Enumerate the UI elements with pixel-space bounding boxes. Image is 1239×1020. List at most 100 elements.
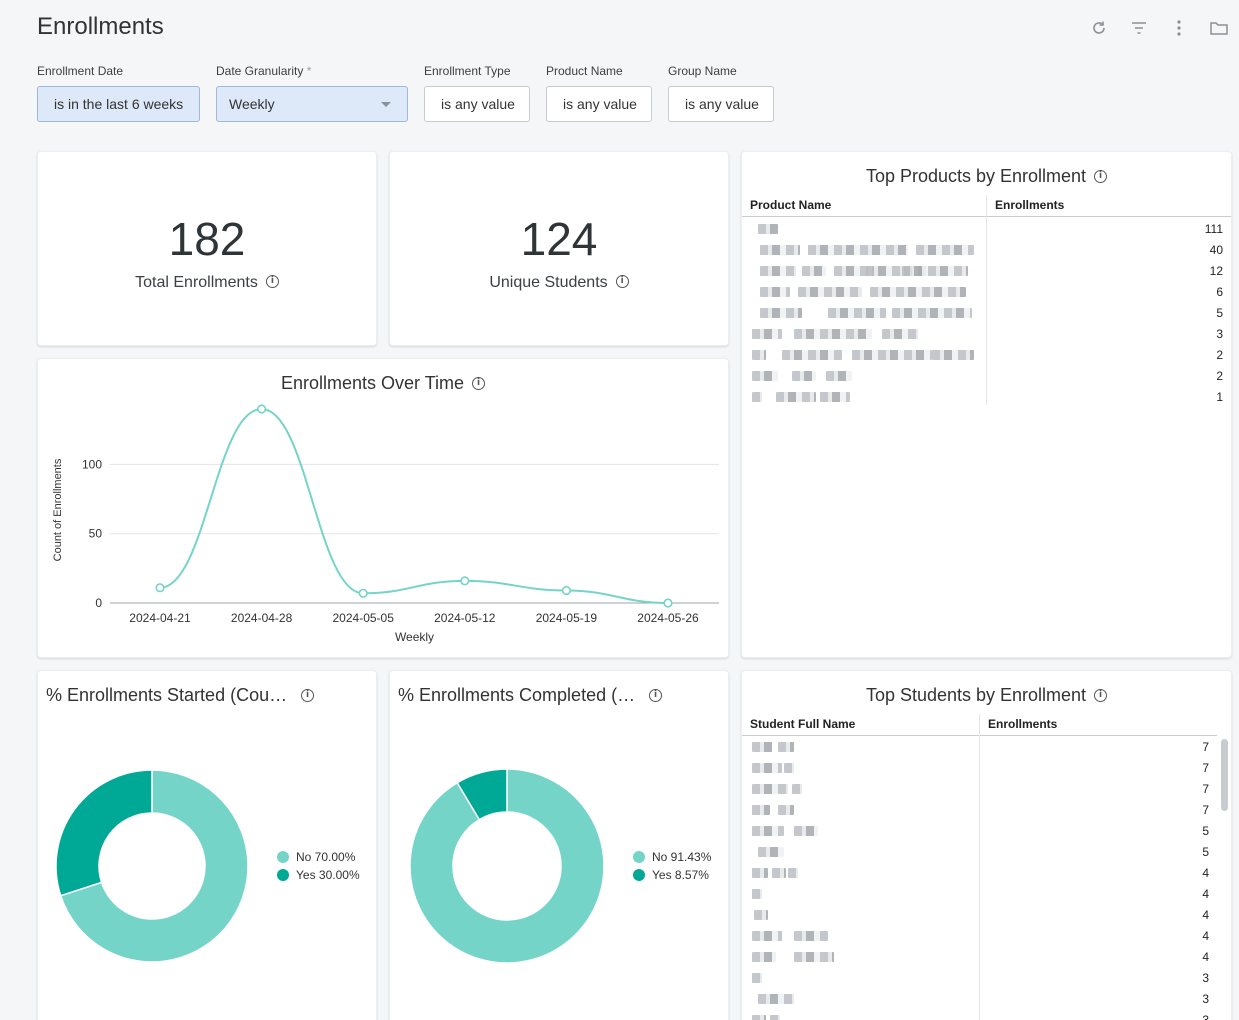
chart-title: % Enrollments Completed (… (398, 685, 636, 705)
legend-item[interactable]: No 70.00% (277, 848, 360, 866)
legend-swatch (277, 851, 289, 863)
filter-enrollment-date-input[interactable]: is in the last 6 weeks (37, 86, 200, 122)
kpi-value: 182 (168, 213, 246, 265)
top-products-tile: Top Products by Enrollment i Product Name… (741, 151, 1232, 658)
column-divider (986, 195, 987, 405)
info-icon[interactable]: i (301, 688, 315, 702)
series-line (159, 407, 669, 604)
redacted-name (794, 952, 834, 962)
filter-group-name-input[interactable]: is any value (668, 86, 774, 122)
filter-enrollment-date: Enrollment Date is in the last 6 weeks (37, 64, 200, 122)
redacted-name (808, 245, 908, 255)
kpi-label: Unique Students i (390, 274, 728, 292)
filter-icon[interactable] (1119, 17, 1159, 39)
folder-icon[interactable] (1199, 17, 1239, 39)
filter-bar: Enrollment Date is in the last 6 weeks D… (37, 64, 790, 122)
info-icon[interactable]: i (1094, 688, 1108, 702)
enrollment-count: 4 (1202, 950, 1209, 964)
column-divider (979, 714, 980, 1020)
table-row[interactable]: 4 (742, 884, 1231, 905)
filter-product-name-input[interactable]: is any value (546, 86, 652, 122)
redacted-name (782, 350, 842, 360)
refresh-icon[interactable] (1079, 17, 1119, 39)
table-row[interactable]: 4 (742, 926, 1231, 947)
table-row[interactable]: 2 (742, 345, 1231, 366)
page-title: Enrollments (37, 13, 164, 40)
info-icon[interactable]: i (1094, 169, 1108, 183)
info-icon[interactable]: i (265, 275, 279, 289)
enrollment-count: 111 (1204, 222, 1223, 236)
enrollment-count: 4 (1202, 866, 1209, 880)
redacted-name (784, 763, 794, 773)
redacted-name (902, 266, 968, 276)
enrollment-count: 4 (1202, 908, 1209, 922)
table-row[interactable]: 7 (742, 779, 1231, 800)
column-header[interactable]: Student Full Name (750, 717, 856, 731)
table-row[interactable]: 7 (742, 800, 1231, 821)
table-row[interactable]: 12 (742, 261, 1231, 282)
kpi-unique-students: 124 Unique Students i (389, 151, 729, 346)
legend-item[interactable]: Yes 30.00% (277, 866, 360, 884)
filter-enrollment-type-input[interactable]: is any value (424, 86, 530, 122)
table-row[interactable]: 40 (742, 240, 1231, 261)
toolbar (1079, 17, 1239, 39)
filter-label: Product Name (546, 64, 623, 78)
tile-title: Top Students by Enrollment i (742, 685, 1231, 706)
table-row[interactable]: 7 (742, 737, 1231, 758)
data-point (155, 583, 165, 593)
legend-label: Yes 30.00% (296, 868, 360, 882)
table-row[interactable]: 5 (742, 821, 1231, 842)
redacted-name (752, 1015, 766, 1020)
donut-chart (409, 768, 605, 964)
table-row[interactable]: 3 (742, 324, 1231, 345)
filter-date-granularity: Date Granularity * Weekly (216, 64, 408, 122)
legend-swatch (633, 869, 645, 881)
table-row[interactable]: 4 (742, 947, 1231, 968)
table-row[interactable]: 6 (742, 282, 1231, 303)
info-icon[interactable]: i (649, 688, 663, 702)
table-row[interactable]: 2 (742, 366, 1231, 387)
redacted-name (752, 784, 788, 794)
column-header[interactable]: Enrollments (995, 198, 1065, 212)
filter-date-granularity-select[interactable]: Weekly (216, 86, 408, 122)
enrollments-over-time-tile: Enrollments Over Time i 0 50 100 2024-04-21 2… (37, 358, 729, 658)
data-point (460, 576, 470, 586)
x-tick-label: 2024-04-28 (231, 611, 293, 625)
table-row[interactable]: 111 (742, 219, 1231, 240)
scrollbar-thumb[interactable] (1221, 739, 1228, 811)
redacted-name (760, 308, 802, 318)
required-marker: * (306, 64, 312, 78)
legend-label: No 91.43% (652, 850, 712, 864)
table-row[interactable]: 3 (742, 989, 1231, 1010)
redacted-name (882, 329, 918, 339)
chart-title: Enrollments Over Time (280, 373, 465, 393)
pie-slice (59, 769, 249, 963)
redacted-name (758, 224, 778, 234)
table-row[interactable]: 3 (742, 968, 1231, 989)
table-row[interactable]: 4 (742, 905, 1231, 926)
info-icon[interactable]: i (615, 275, 629, 289)
tile-title: Top Products by Enrollment i (742, 166, 1231, 187)
legend-item[interactable]: Yes 8.57% (633, 866, 711, 884)
filter-label: Enrollment Type (424, 64, 511, 78)
table-row[interactable]: 1 (742, 387, 1231, 408)
table-row[interactable]: 7 (742, 758, 1231, 779)
table-row[interactable]: 5 (742, 842, 1231, 863)
redacted-name (826, 371, 852, 381)
column-header[interactable]: Product Name (750, 198, 832, 212)
pie-slice (55, 769, 153, 897)
redacted-name (772, 868, 786, 878)
column-header[interactable]: Enrollments (988, 717, 1058, 731)
table-row[interactable]: 5 (742, 303, 1231, 324)
enrollment-count: 5 (1202, 845, 1209, 859)
redacted-name (752, 350, 766, 360)
pie-slice (456, 768, 508, 821)
redacted-name (866, 266, 926, 276)
table-row[interactable]: 3 (742, 1010, 1231, 1020)
legend-item[interactable]: No 91.43% (633, 848, 711, 866)
enrollments-started-tile: % Enrollments Started (Cou… i No 70.00% Y… (37, 670, 377, 1020)
info-icon[interactable]: i (472, 376, 486, 390)
redacted-name (752, 371, 778, 381)
more-vert-icon[interactable] (1159, 17, 1199, 39)
table-row[interactable]: 4 (742, 863, 1231, 884)
